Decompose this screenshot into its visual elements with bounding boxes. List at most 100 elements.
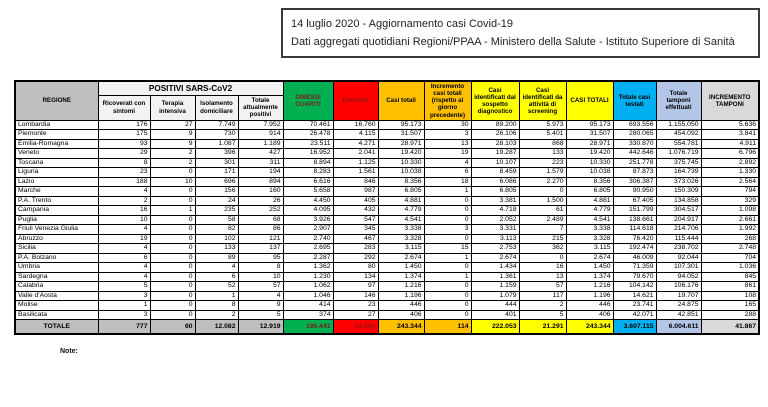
data-cell: 42.071 (612, 309, 657, 321)
data-cell: 19 (423, 148, 472, 159)
data-cell: 10.107 (470, 157, 520, 169)
data-cell: 467 (332, 233, 379, 245)
data-cell: 6.796 (700, 148, 760, 159)
data-cell: 252 (237, 205, 284, 216)
data-cell: 4.911 (700, 138, 760, 150)
note-label: Note: (60, 348, 78, 355)
data-cell: 137 (237, 243, 284, 254)
data-cell: 405 (332, 195, 379, 207)
data-cell: 2 (194, 309, 239, 321)
data-cell: 138.661 (612, 214, 657, 226)
region-name: Lombardia (14, 119, 99, 131)
data-cell: 146 (332, 290, 379, 302)
data-cell: 23.741 (612, 300, 657, 311)
data-cell: 13 (423, 138, 472, 150)
data-cell: 3 (97, 290, 151, 302)
data-cell: 188 (97, 176, 151, 188)
data-cell: 156 (194, 186, 239, 197)
total-cell: 243.344 (377, 319, 425, 335)
data-cell: 19 (97, 233, 151, 245)
title-line-1: 14 luglio 2020 - Aggiornamento casi Covi… (291, 18, 513, 30)
data-cell: 5.658 (282, 186, 334, 197)
data-cell: 0 (149, 233, 196, 245)
data-cell: 1.374 (565, 271, 614, 283)
total-cell: 12.082 (194, 319, 239, 335)
data-cell: 987 (332, 186, 379, 197)
data-cell: 1.196 (565, 290, 614, 302)
data-cell: 1.992 (700, 224, 760, 235)
data-cell: 268 (700, 233, 760, 245)
data-cell: 1.500 (518, 195, 567, 207)
data-cell: 61 (518, 205, 567, 216)
data-cell: 0 (518, 186, 567, 197)
total-cell: 41.867 (700, 319, 760, 335)
data-cell: 26.106 (470, 129, 520, 140)
data-cell: 427 (237, 148, 284, 159)
data-cell: 8.283 (282, 167, 334, 178)
data-cell: 3 (97, 309, 151, 321)
data-cell: 1.076.719 (655, 148, 702, 159)
data-cell: 133 (518, 148, 567, 159)
data-cell: 214.706 (655, 224, 702, 235)
data-cell: 345 (332, 224, 379, 235)
data-cell: 6.805 (470, 186, 520, 197)
data-cell: 57 (237, 281, 284, 292)
data-cell: 164.739 (655, 167, 702, 178)
region-name: Toscana (14, 157, 99, 169)
col-header-totale-positivi: Totale attualmente positivi (237, 94, 284, 121)
data-cell: 3.115 (565, 243, 614, 254)
table-row: Calabria 5 0 52 57 1.062 97 1.216 0 1.159 57 1.216 1… (14, 281, 760, 292)
col-header-casi-totali-caps: CASI TOTALI (565, 80, 614, 121)
data-cell: 10.038 (565, 167, 614, 178)
data-cell: 1.374 (377, 271, 425, 283)
data-cell: 18 (423, 176, 472, 188)
data-cell: 446 (377, 300, 425, 311)
data-cell: 6.805 (377, 186, 425, 197)
data-cell: 30 (423, 119, 472, 131)
data-cell: 10 (237, 271, 284, 283)
data-cell: 5.401 (518, 129, 567, 140)
data-cell: 3.113 (470, 233, 520, 245)
data-cell: 406 (565, 309, 614, 321)
total-cell: 3.607.115 (612, 319, 657, 335)
data-cell: 204.917 (655, 214, 702, 226)
data-cell: 58 (194, 214, 239, 226)
data-cell: 696 (194, 176, 239, 188)
data-cell: 4 (97, 243, 151, 254)
data-cell: 1.155.050 (655, 119, 702, 131)
data-cell: 71.359 (612, 262, 657, 273)
data-cell: 6 (423, 167, 472, 178)
region-name: Umbria (14, 262, 99, 273)
data-cell: 6.616 (282, 176, 334, 188)
data-cell: 7.952 (237, 119, 284, 131)
data-cell: 1 (194, 290, 239, 302)
data-cell: 223 (518, 157, 567, 169)
data-cell: 2 (149, 157, 196, 169)
data-cell: 4 (423, 157, 472, 169)
table-row: Friuli Venezia Giulia 4 0 82 86 2.907 345 3.338… (14, 224, 760, 235)
data-cell: 97 (332, 281, 379, 292)
total-cell: 243.344 (565, 319, 614, 335)
data-cell: 1 (423, 252, 472, 264)
data-cell: 87.873 (612, 167, 657, 178)
data-cell: 1 (97, 300, 151, 311)
data-cell: 3 (423, 129, 472, 140)
data-cell: 238.702 (655, 243, 702, 254)
data-cell: 0 (149, 309, 196, 321)
data-cell: 2.287 (282, 252, 334, 264)
data-cell: 4.095 (282, 205, 334, 216)
data-cell: 4.541 (565, 214, 614, 226)
total-cell: 60 (149, 319, 196, 335)
data-cell: 374 (282, 309, 334, 321)
data-cell: 4 (237, 290, 284, 302)
data-cell: 301 (194, 157, 239, 169)
region-name: Sardegna (14, 271, 99, 283)
data-cell: 2.695 (282, 243, 334, 254)
data-cell: 107.301 (655, 262, 702, 273)
data-cell: 175 (97, 129, 151, 140)
data-cell: 329 (700, 195, 760, 207)
data-cell: 0 (149, 281, 196, 292)
data-cell: 304.517 (655, 205, 702, 216)
region-name: Molise (14, 300, 99, 311)
data-cell: 28.971 (565, 138, 614, 150)
